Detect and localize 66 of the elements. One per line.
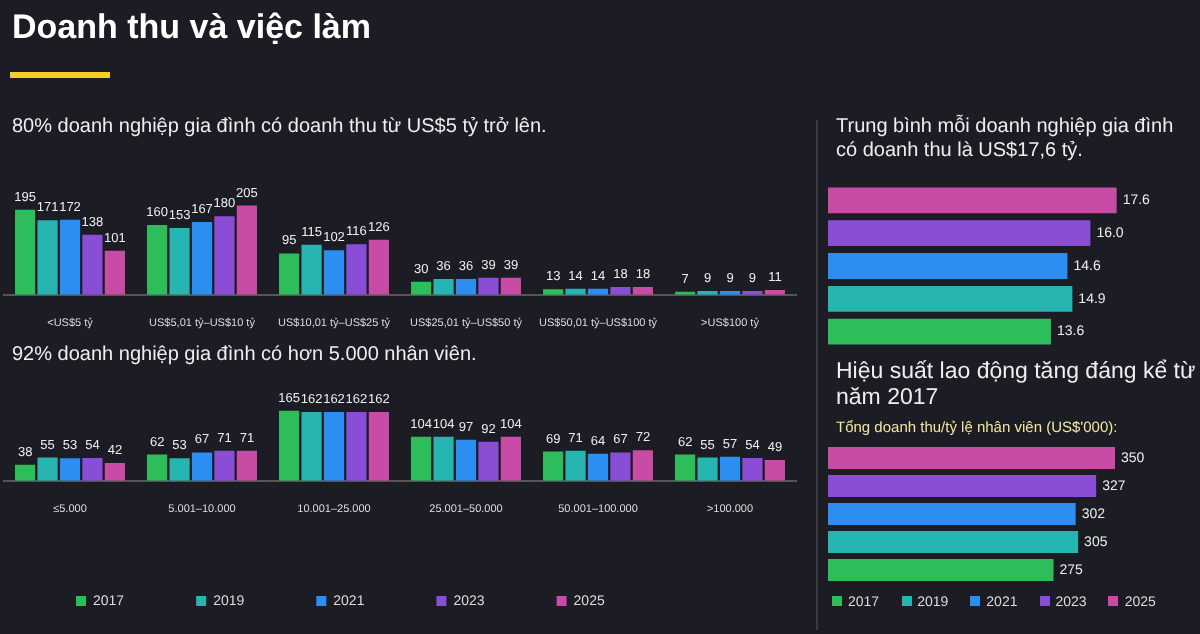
bar: [214, 216, 235, 295]
bar: [500, 277, 521, 295]
bar: [828, 446, 1115, 470]
bar: [346, 412, 367, 481]
bar: [301, 244, 322, 295]
bar: [632, 450, 653, 481]
bar: [15, 209, 36, 295]
bar: [368, 412, 389, 481]
bar: [610, 452, 631, 481]
chart-title: Hiệu suất lao động tăng đáng kể từ năm 2017: [836, 360, 1196, 412]
bar: [59, 219, 81, 295]
bar: [37, 457, 58, 481]
bar: [478, 441, 499, 481]
bar: [214, 450, 235, 481]
bar: [764, 460, 785, 481]
bar: [301, 412, 322, 481]
bar: [742, 457, 763, 481]
bar: [610, 286, 631, 295]
bar: [82, 234, 103, 295]
bar: [104, 250, 125, 295]
bar: [828, 502, 1076, 526]
bar: [455, 279, 477, 295]
chart-title: Trung bình mỗi doanh nghiệp gia đình có doanh thu là US$17,6 tỷ.: [836, 116, 1176, 164]
chart-subtitle: 80% doanh nghiệp gia đình có doanh thu từ US$5 tỷ trở lên.: [12, 116, 547, 138]
bar: [828, 558, 1054, 582]
bar: [37, 220, 58, 295]
bar: [147, 225, 168, 295]
bar: [59, 458, 81, 481]
bar: [828, 220, 1091, 247]
bar: [169, 458, 190, 481]
bar: [82, 457, 103, 481]
bar: [828, 474, 1097, 498]
bar: [433, 279, 454, 295]
bar: [346, 244, 367, 295]
bar: [323, 250, 345, 295]
bar: [828, 285, 1073, 312]
bar: [587, 453, 609, 481]
bar: [675, 454, 696, 481]
bar: [411, 436, 432, 481]
bar: [828, 253, 1068, 279]
bar: [828, 530, 1079, 554]
bar: [236, 450, 257, 481]
bar: [191, 221, 213, 295]
bar: [455, 439, 477, 481]
chart-title: Doanh thu và việc làm: [12, 8, 371, 48]
bar: [478, 277, 499, 295]
bar: [543, 451, 564, 481]
bar: [191, 452, 213, 481]
bar: [828, 318, 1052, 345]
bar: [500, 436, 521, 481]
bar: [236, 205, 257, 295]
bar: [169, 228, 190, 295]
bar: [104, 462, 125, 481]
bar: [279, 253, 300, 295]
bar: [719, 456, 741, 481]
bar: [565, 450, 586, 481]
bar: [323, 412, 345, 481]
bar: [411, 281, 432, 295]
bar: [828, 187, 1117, 214]
bar: [147, 454, 168, 481]
chart-subtitle: 92% doanh nghiệp gia đình có hơn 5.000 nhân viên.: [12, 344, 477, 366]
bar: [279, 410, 300, 481]
bar: [368, 239, 389, 295]
bar: [15, 464, 36, 481]
bar: [433, 436, 454, 481]
bar: [697, 457, 718, 481]
